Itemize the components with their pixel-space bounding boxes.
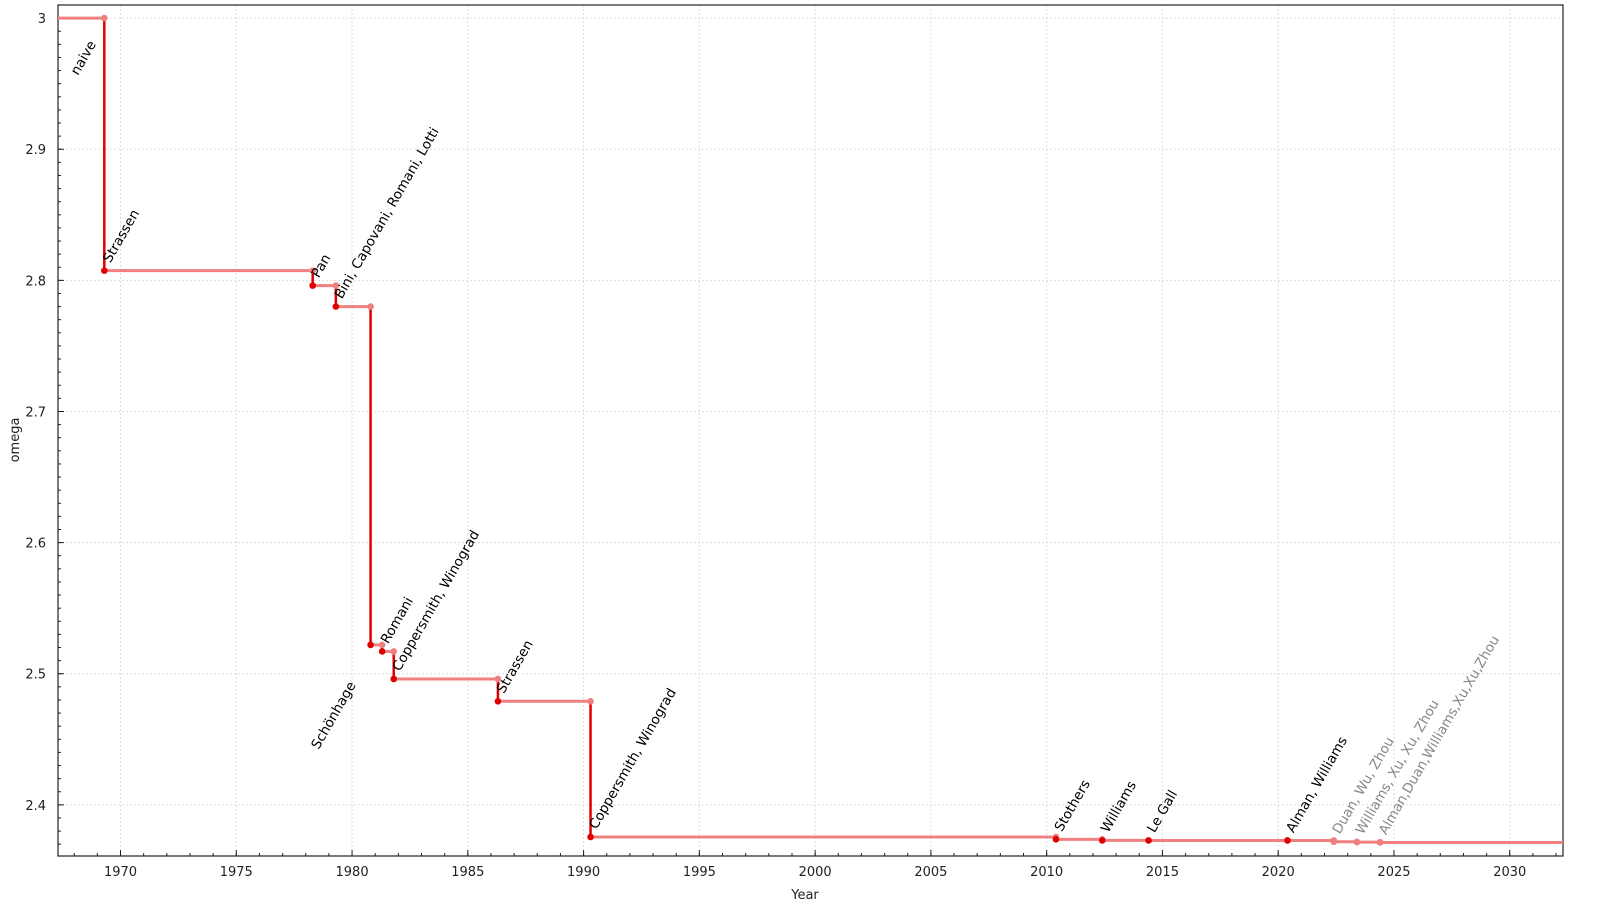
point-label: Le Gall xyxy=(1144,788,1181,836)
y-tick-label: 2.6 xyxy=(25,537,46,552)
y-tick-label: 2.5 xyxy=(25,668,46,683)
data-point xyxy=(1145,837,1152,844)
x-tick-label: 2005 xyxy=(914,865,947,880)
previous-bound-marker xyxy=(101,14,108,22)
point-label: naive xyxy=(68,38,100,78)
x-tick-label: 1970 xyxy=(104,865,137,880)
data-point xyxy=(1353,838,1361,846)
grid xyxy=(58,5,1563,856)
y-tick-label: 2.9 xyxy=(25,143,46,158)
point-label: Alman,Duan,Williams,Xu,Xu,Zhou xyxy=(1376,633,1503,838)
x-tick-label: 1990 xyxy=(567,865,600,880)
data-point xyxy=(378,648,386,655)
series xyxy=(58,14,1563,846)
data-point xyxy=(101,267,108,274)
previous-bound-marker xyxy=(378,641,386,649)
y-axis-label: omega xyxy=(8,418,23,463)
data-point xyxy=(390,675,398,683)
x-tick-label: 2015 xyxy=(1146,865,1179,880)
point-label: Coppersmith, Winograd xyxy=(586,686,680,832)
x-axis-label: Year xyxy=(790,888,819,903)
data-point xyxy=(1098,837,1106,844)
x-tick-label: 1995 xyxy=(683,865,716,880)
x-tick-label: 2025 xyxy=(1377,865,1410,880)
previous-bound-marker xyxy=(367,303,374,310)
point-label: Strassen xyxy=(494,638,537,697)
data-point xyxy=(1330,838,1338,846)
y-tick-label: 2.7 xyxy=(25,405,46,420)
x-tick-label: 2030 xyxy=(1493,865,1526,880)
previous-bound-marker xyxy=(494,675,502,683)
point-label: Stothers xyxy=(1052,777,1094,834)
plot-frame xyxy=(57,4,1564,857)
point-label: Strassen xyxy=(100,207,143,266)
x-tick-label: 2020 xyxy=(1262,865,1295,880)
data-point xyxy=(1052,836,1060,843)
axes: 1970 1975 1980 1985 1990 1995 2000 2005 2010 2015… xyxy=(25,4,1564,880)
x-tick-label: 2000 xyxy=(799,865,832,880)
previous-bound-marker xyxy=(332,282,340,289)
previous-bound-marker xyxy=(309,267,316,274)
data-point xyxy=(494,697,502,705)
x-tick-label: 2010 xyxy=(1030,865,1063,880)
data-point xyxy=(367,641,374,649)
previous-bound-marker xyxy=(390,648,398,655)
x-tick-label: 1980 xyxy=(336,865,369,880)
data-point xyxy=(1376,839,1384,846)
data-point xyxy=(309,282,316,289)
x-tick-label: 1985 xyxy=(451,865,484,880)
point-label: Williams xyxy=(1098,778,1140,835)
x-tick-label: 1975 xyxy=(220,865,253,880)
data-point xyxy=(587,833,594,841)
y-tick-label: 2.8 xyxy=(25,274,46,289)
y-tick-label: 2.4 xyxy=(25,799,46,814)
data-point xyxy=(1284,837,1291,844)
previous-bound-marker xyxy=(587,697,594,705)
point-label: Bini, Capovani, Romani, Lotti xyxy=(331,125,442,302)
y-tick-label: 3 xyxy=(38,12,46,27)
data-point xyxy=(332,303,340,310)
